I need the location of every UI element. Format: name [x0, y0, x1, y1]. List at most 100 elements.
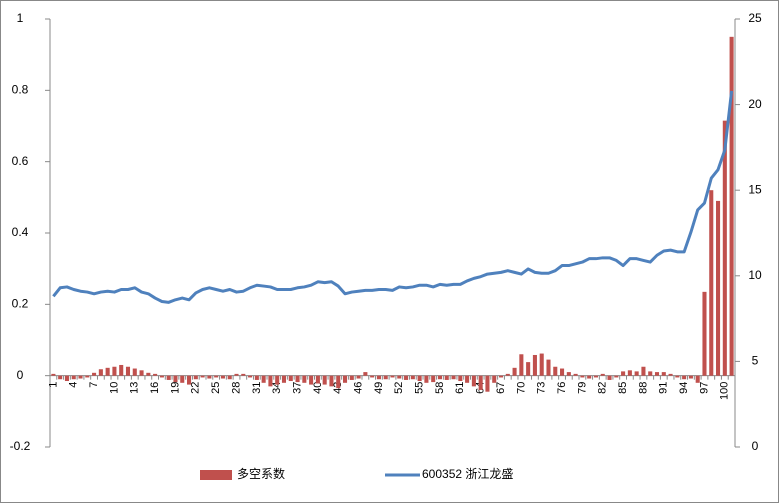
x-tick-label: 94 [678, 382, 690, 394]
x-tick-label: 40 [312, 382, 324, 394]
bar [716, 200, 721, 376]
bar [105, 367, 110, 376]
bar [709, 190, 714, 376]
bar [417, 375, 422, 382]
bar [410, 375, 415, 380]
bar [546, 359, 551, 376]
bar [404, 375, 409, 380]
bar [322, 375, 327, 385]
bar [519, 354, 524, 376]
bar [125, 366, 131, 376]
x-tick-label: 91 [658, 382, 670, 394]
bar [478, 375, 483, 390]
bar [600, 373, 605, 376]
x-tick-label: 76 [556, 382, 568, 394]
x-tick-label: 67 [495, 382, 507, 394]
line [52, 90, 734, 304]
bar [207, 375, 212, 379]
bar [268, 375, 273, 387]
x-tick-label: 52 [393, 382, 405, 394]
bar [227, 375, 232, 380]
x-tick-label: 16 [149, 382, 161, 394]
bar [58, 375, 63, 380]
bar [336, 375, 341, 389]
legend-label: 多空系数 [237, 466, 285, 481]
bar [275, 375, 280, 385]
bar [424, 375, 429, 383]
bar [349, 375, 354, 380]
y-tick-label: 0.6 [12, 154, 29, 168]
x-tick-label: 88 [637, 382, 649, 394]
x-tick-label: 58 [434, 382, 446, 394]
bar [214, 375, 219, 378]
bar [356, 375, 361, 379]
bar [688, 375, 693, 379]
bar [587, 375, 592, 379]
bar [621, 371, 626, 376]
bar [376, 375, 381, 380]
bar [722, 120, 727, 376]
y2-tick-label: 15 [748, 182, 762, 196]
bar [451, 375, 456, 380]
bar [614, 375, 619, 378]
bar [98, 369, 103, 376]
bar [431, 375, 436, 383]
bar [139, 370, 144, 376]
x-tick-label: 70 [515, 382, 527, 394]
x-tick-label: 61 [454, 382, 466, 394]
x-tick-label: 13 [129, 382, 141, 394]
bar [492, 375, 497, 383]
x-tick-label: 37 [291, 382, 303, 394]
bar [51, 373, 56, 376]
y-tick-label: 1 [17, 11, 24, 25]
bar [580, 375, 585, 378]
x-tick-label: 28 [230, 382, 242, 394]
bar [261, 375, 266, 383]
bar [682, 375, 687, 380]
y2-tick-label: 25 [748, 11, 762, 25]
bar [437, 375, 443, 380]
bar [553, 366, 558, 376]
bar [295, 375, 300, 383]
bar [241, 373, 246, 376]
x-tick-label: 97 [698, 382, 710, 394]
legend-swatch [200, 470, 232, 480]
bar [383, 375, 388, 380]
bar [234, 373, 239, 376]
x-tick-label: 4 [68, 382, 80, 388]
x-tick-label: 82 [597, 382, 609, 394]
bar [390, 375, 395, 378]
bar [146, 372, 151, 376]
bar [132, 368, 137, 376]
bar [309, 375, 314, 385]
bar [112, 366, 117, 376]
y2-tick-label: 10 [748, 268, 762, 282]
x-tick-label: 25 [210, 382, 222, 394]
bar [661, 372, 666, 376]
x-tick-label: 100 [719, 382, 731, 400]
bar [505, 373, 510, 376]
bar [641, 366, 646, 376]
bar [119, 364, 124, 376]
bar [85, 375, 90, 378]
bar [593, 375, 598, 378]
bar [498, 375, 504, 378]
x-tick-label: 55 [414, 382, 426, 394]
x-tick-label: 31 [251, 382, 263, 394]
bar [64, 375, 69, 382]
bar [220, 375, 225, 379]
bar [648, 371, 653, 376]
x-tick-label: 79 [576, 382, 588, 394]
x-tick-label: 49 [373, 382, 385, 394]
bar [512, 367, 517, 376]
bar [200, 375, 205, 378]
bar [166, 375, 171, 380]
bar [159, 375, 164, 378]
x-tick-label: 73 [536, 382, 548, 394]
x-tick-label: 34 [271, 382, 283, 394]
x-tick-label: 85 [617, 382, 629, 394]
x-tick-label: 7 [88, 382, 100, 388]
bar [187, 375, 192, 385]
bar [607, 375, 612, 380]
